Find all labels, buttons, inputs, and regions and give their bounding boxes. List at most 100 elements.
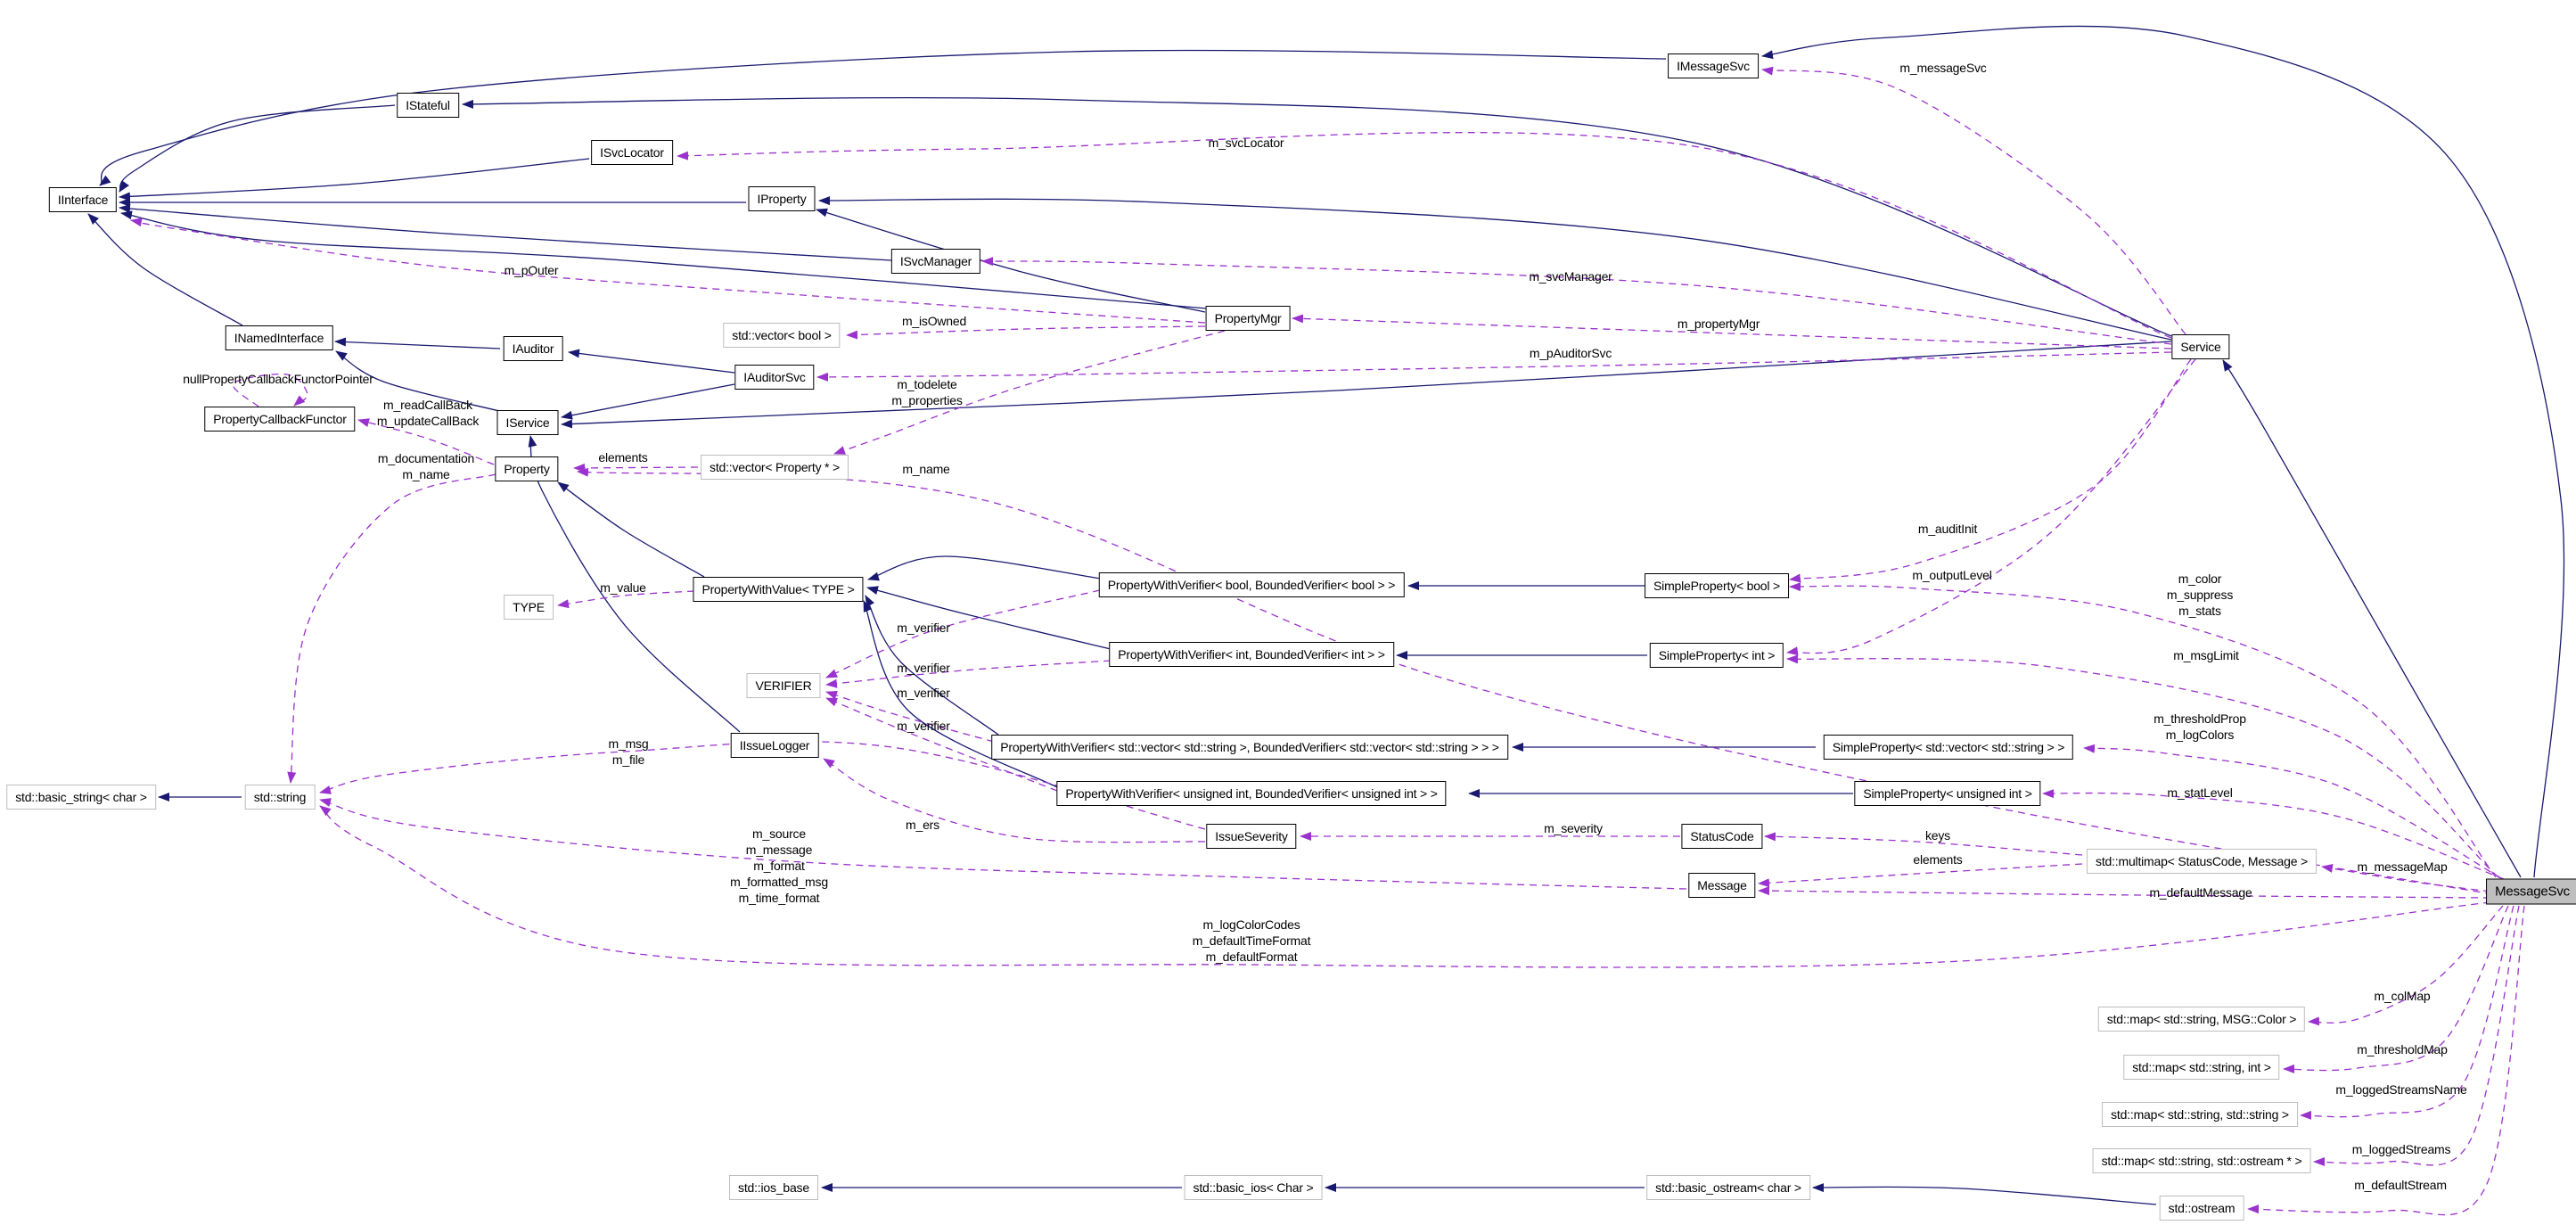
node-messagesvc[interactable]: MessageSvc xyxy=(2486,878,2576,905)
edge-pwv-bool-verifier-use xyxy=(825,589,1101,678)
edge-label-m_messageMap: m_messageMap xyxy=(2357,859,2448,875)
edge-messagesvc-mapcolor-use xyxy=(2308,905,2504,1026)
edge-label-m_pOuter: m_pOuter xyxy=(504,263,559,278)
edge-property-string-use xyxy=(287,473,496,784)
node-propertywithvalue[interactable]: PropertyWithValue< TYPE > xyxy=(693,577,864,602)
edge-service-isvclocator-use xyxy=(677,132,2172,339)
edge-service-iservice xyxy=(561,341,2172,429)
node-map-string-string[interactable]: std::map< std::string, std::string > xyxy=(2102,1102,2298,1127)
edge-iauditor-inamedinterface xyxy=(334,337,501,349)
edge-messagesvc-multimap-use xyxy=(2321,864,2491,892)
edge-pwv-vecstr-propertywithvalue xyxy=(865,595,999,736)
edge-label-m_ers: m_ers xyxy=(906,818,939,833)
edge-iauditorsvc-iservice xyxy=(561,383,735,420)
edge-label-m_isOwned: m_isOwned xyxy=(901,314,967,329)
node-vector-bool[interactable]: std::vector< bool > xyxy=(723,323,841,348)
edge-iauditorsvc-iauditor xyxy=(568,349,735,374)
node-inamedinterface[interactable]: INamedInterface xyxy=(225,325,333,350)
edge-label-m_propertyMgr: m_propertyMgr xyxy=(1677,317,1760,332)
edge-label-m_defaultStream: m_defaultStream xyxy=(2354,1178,2447,1193)
edge-label-elements_property: elements xyxy=(598,450,648,465)
edge-label-m_documentation_name: m_documentation m_name xyxy=(377,451,475,481)
node-basic-ostream[interactable]: std::basic_ostream< char > xyxy=(1646,1175,1810,1200)
edge-propertymgr-iinterface xyxy=(120,210,1208,309)
edge-multimap-message-use xyxy=(1758,863,2083,888)
edge-issueseverity-iissuelogger-use xyxy=(823,758,1206,843)
node-issueseverity[interactable]: IssueSeverity xyxy=(1206,824,1297,849)
node-sp-int[interactable]: SimpleProperty< int > xyxy=(1649,643,1784,668)
node-basic-ios[interactable]: std::basic_ios< Char > xyxy=(1184,1175,1323,1200)
edge-messagesvc-spvecstr-use xyxy=(2083,744,2502,879)
edge-propertymgr-iinterface-use xyxy=(130,218,1206,324)
edge-service-iproperty xyxy=(818,196,2172,341)
node-isvcmanager[interactable]: ISvcManager xyxy=(890,249,981,274)
edge-messagesvc-spuint-use xyxy=(2042,789,2505,880)
node-std-string[interactable]: std::string xyxy=(244,785,316,810)
node-iservice[interactable]: IService xyxy=(496,410,559,435)
node-property[interactable]: Property xyxy=(495,456,559,481)
edge-label-m_thresholdProp_logColors: m_thresholdProp m_logColors xyxy=(2154,711,2246,742)
node-map-string-color[interactable]: std::map< std::string, MSG::Color > xyxy=(2097,1007,2306,1032)
node-iauditorsvc[interactable]: IAuditorSvc xyxy=(734,365,815,390)
node-basic-string[interactable]: std::basic_string< char > xyxy=(6,785,156,810)
edge-label-m_loggedStreamsName: m_loggedStreamsName xyxy=(2335,1082,2467,1098)
node-std-ios-base[interactable]: std::ios_base xyxy=(729,1175,818,1200)
edge-messagesvc-string-use xyxy=(319,805,2491,968)
node-pwv-uint[interactable]: PropertyWithVerifier< unsigned int, Boun… xyxy=(1056,781,1447,806)
edge-label-m_todelete_properties: m_todelete m_properties xyxy=(891,377,963,407)
node-vector-property[interactable]: std::vector< Property * > xyxy=(701,455,849,480)
edge-label-m_svcManager: m_svcManager xyxy=(1529,269,1612,284)
node-map-string-ostream[interactable]: std::map< std::string, std::ostream * > xyxy=(2092,1148,2311,1173)
node-iissuelogger[interactable]: IIssueLogger xyxy=(730,733,819,758)
node-map-string-int[interactable]: std::map< std::string, int > xyxy=(2123,1055,2280,1080)
edge-label-m_msgLimit: m_msgLimit xyxy=(2173,648,2239,663)
edge-label-m_verifier_bool: m_verifier xyxy=(897,621,950,636)
node-pwv-int[interactable]: PropertyWithVerifier< int, BoundedVerifi… xyxy=(1109,642,1394,667)
edge-label-keys: keys xyxy=(1925,828,1950,843)
node-multimap-statuscode-message[interactable]: std::multimap< StatusCode, Message > xyxy=(2087,849,2317,874)
edge-label-m_colMap: m_colMap xyxy=(2374,989,2431,1004)
node-imessagesvc[interactable]: IMessageSvc xyxy=(1668,53,1759,78)
node-iauditor[interactable]: IAuditor xyxy=(503,336,563,361)
node-service[interactable]: Service xyxy=(2171,334,2230,359)
edge-label-m_messageSvc: m_messageSvc xyxy=(1899,61,1987,76)
edge-isvclocator-iinterface xyxy=(119,158,590,201)
node-istateful[interactable]: IStateful xyxy=(397,93,459,118)
edge-label-m_readCallBack_updateCallBack: m_readCallBack m_updateCallBack xyxy=(376,398,480,428)
edge-service-iauditorsvc-use xyxy=(816,351,2172,382)
node-sp-uint[interactable]: SimpleProperty< unsigned int > xyxy=(1854,781,2041,806)
node-iproperty[interactable]: IProperty xyxy=(748,186,816,211)
edge-messagesvc-message-use xyxy=(1758,886,2491,899)
node-propertycallbackfunctor[interactable]: PropertyCallbackFunctor xyxy=(204,407,356,432)
edge-property-callbackfunctor-use xyxy=(357,418,495,465)
node-pwv-vecstr[interactable]: PropertyWithVerifier< std::vector< std::… xyxy=(991,735,1508,760)
node-verifier[interactable]: VERIFIER xyxy=(746,673,821,698)
node-iinterface[interactable]: IInterface xyxy=(48,187,118,212)
edge-label-m_severity: m_severity xyxy=(1544,821,1603,836)
node-pwv-bool[interactable]: PropertyWithVerifier< bool, BoundedVerif… xyxy=(1098,572,1405,597)
edge-label-m_loggedStreams: m_loggedStreams xyxy=(2351,1142,2451,1157)
edge-label-m_svcLocator: m_svcLocator xyxy=(1208,136,1284,151)
edge-label-m_defaultMessage: m_defaultMessage xyxy=(2149,885,2252,900)
node-isvclocator[interactable]: ISvcLocator xyxy=(591,140,673,165)
edge-label-m_verifier_int: m_verifier xyxy=(897,661,950,676)
node-message[interactable]: Message xyxy=(1688,873,1756,898)
edge-label-m_outputLevel: m_outputLevel xyxy=(1912,568,1992,583)
edge-callbackfunctor-self-use xyxy=(232,373,308,407)
edge-multimap-statuscode-use xyxy=(1764,832,2083,856)
edge-messagesvc-ostream-use xyxy=(2247,905,2525,1216)
edge-message-string-use xyxy=(319,798,1687,890)
edge-pwv-int-propertywithvalue xyxy=(866,586,1112,650)
node-statuscode[interactable]: StatusCode xyxy=(1681,824,1763,849)
node-propertymgr[interactable]: PropertyMgr xyxy=(1205,306,1291,331)
edge-propertymgr-iproperty xyxy=(816,208,1206,313)
edge-propertymgr-vectorbool-use xyxy=(846,325,1206,340)
edge-service-istateful xyxy=(462,96,2172,337)
node-sp-vecstr[interactable]: SimpleProperty< std::vector< std::string… xyxy=(1823,735,2074,760)
edge-label-m_msg_file: m_msg m_file xyxy=(608,736,649,767)
edge-label-m_name: m_name xyxy=(902,462,950,477)
node-std-ostream[interactable]: std::ostream xyxy=(2159,1196,2244,1221)
node-type[interactable]: TYPE xyxy=(504,595,554,620)
node-sp-bool[interactable]: SimpleProperty< bool > xyxy=(1645,573,1789,598)
